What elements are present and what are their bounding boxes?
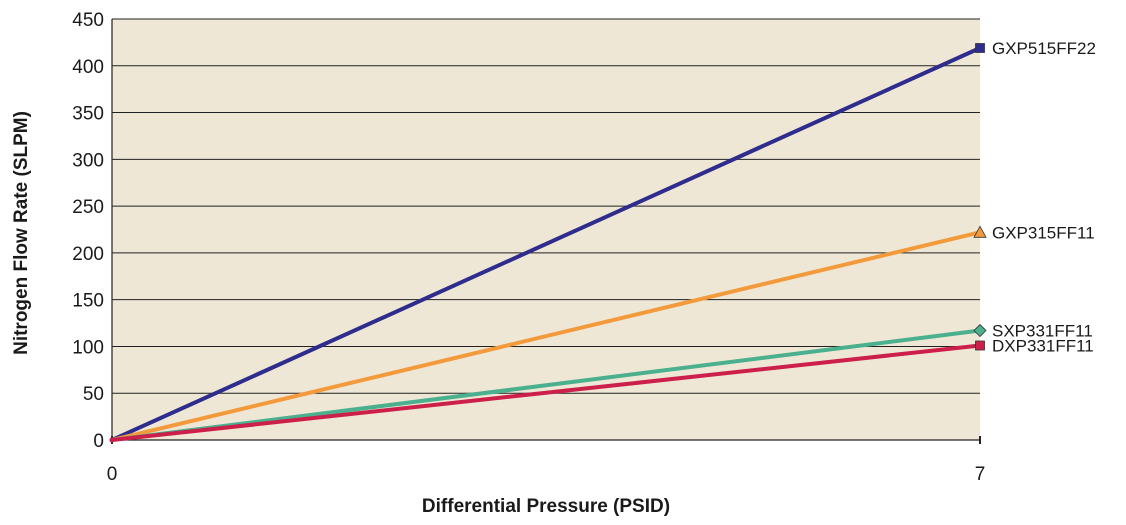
series-lines: [109, 43, 987, 443]
series-line: [110, 46, 982, 442]
series-line: [110, 343, 982, 442]
y-tick-label: 300: [72, 150, 104, 171]
y-tick-label: 350: [72, 104, 104, 125]
series-end-marker: [973, 323, 987, 338]
series-end-marker: [975, 340, 985, 351]
y-tick-label: 50: [83, 384, 104, 405]
x-tick-label: 0: [107, 464, 118, 485]
series-label: GXP315FF11: [992, 223, 1095, 242]
y-tick-label: 150: [72, 291, 104, 312]
y-tick-label: 400: [72, 57, 104, 78]
series-line: [110, 328, 982, 442]
series-start-marker: [109, 437, 115, 443]
series-end-marker: [975, 43, 985, 53]
series-label: GXP515FF22: [992, 39, 1096, 58]
y-tick-label: 0: [93, 431, 104, 452]
y-tick-label: 250: [72, 197, 104, 218]
series-end-marker: [973, 225, 987, 238]
series-label: SXP331FF11: [992, 322, 1093, 341]
x-tick-label: 7: [975, 464, 986, 485]
y-tick-label: 100: [72, 337, 104, 358]
plot-area: [112, 19, 980, 440]
y-tick-label: 200: [72, 244, 104, 265]
x-axis-title: Differential Pressure (PSID): [422, 496, 670, 517]
y-tick-label: 450: [72, 10, 104, 31]
y-axis-title: Nitrogen Flow Rate (SLPM): [11, 111, 32, 355]
series-line: [110, 230, 982, 442]
series-label: DXP331FF11: [992, 337, 1094, 356]
gridlines: [112, 18, 980, 394]
axes: 0 50 100 150 200 250 300 350 400 450 0 7: [72, 10, 985, 485]
